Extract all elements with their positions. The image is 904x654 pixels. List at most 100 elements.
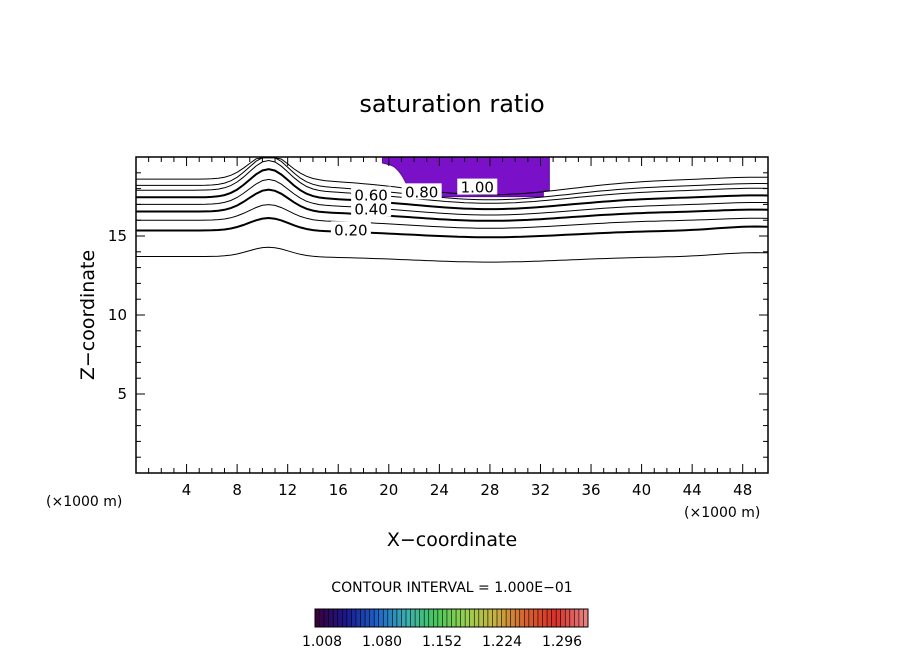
contour-label: 0.20 <box>334 221 367 239</box>
contour-label: 0.60 <box>354 187 387 205</box>
contour-line <box>136 246 769 263</box>
colorbar-stripe <box>510 609 516 627</box>
colorbar-stripe <box>406 609 412 627</box>
colorbar-stripe <box>483 609 489 627</box>
colorbar-stripe <box>369 609 375 627</box>
colorbar-stripe <box>415 609 421 627</box>
colorbar-stripe <box>428 609 434 627</box>
colorbar-ticks: 1.008 1.080 1.152 1.224 1.296 <box>302 634 582 650</box>
colorbar-stripe <box>542 609 548 627</box>
x-unit-left: (×1000 m) <box>46 494 122 510</box>
colorbar-stripe <box>319 609 325 627</box>
contour-line <box>136 216 769 239</box>
colorbar-stripe <box>547 609 553 627</box>
contour-line <box>136 157 769 201</box>
colorbar-stripe <box>460 609 466 627</box>
x-tick-label: 44 <box>683 481 702 499</box>
y-axis-label: Z−coordinate <box>77 250 99 380</box>
colorbar-stripe <box>392 609 398 627</box>
colorbar-stripe <box>365 609 371 627</box>
colorbar-stripe <box>315 609 321 627</box>
colorbar-frame <box>314 608 589 628</box>
colorbar-stripe <box>556 609 562 627</box>
x-tick-label: 36 <box>581 481 600 499</box>
contour-label: 0.80 <box>405 183 438 201</box>
colorbar-stripe <box>351 609 357 627</box>
colorbar-stripe <box>324 609 330 627</box>
colorbar-tick-label: 1.080 <box>362 634 402 650</box>
colorbar-stripe <box>551 609 557 627</box>
contour-line <box>136 157 769 196</box>
colorbar-stripe <box>569 609 575 627</box>
contour-label-bg <box>330 221 371 238</box>
colorbar-tick-label: 1.008 <box>302 634 342 650</box>
x-axis: 4 8 12 16 20 24 28 32 36 40 44 48 <box>148 157 756 499</box>
contour-lines <box>136 157 769 263</box>
x-tick-label: 24 <box>430 481 449 499</box>
contour-line <box>136 204 769 229</box>
colorbar-stripe <box>528 609 534 627</box>
colorbar <box>314 608 589 628</box>
colorbar-stripe <box>446 609 452 627</box>
colorbar-tick-label: 1.296 <box>542 634 582 650</box>
colorbar-stripe <box>387 609 393 627</box>
colorbar-stripe <box>487 609 493 627</box>
x-axis-label: X−coordinate <box>387 529 517 551</box>
y-tick-label: 5 <box>117 385 127 403</box>
contour-label-bg <box>351 186 392 203</box>
colorbar-stripe <box>474 609 480 627</box>
colorbar-stripe <box>433 609 439 627</box>
colorbar-stripe <box>410 609 416 627</box>
x-unit-right: (×1000 m) <box>684 505 760 521</box>
y-axis: 5 10 15 <box>108 172 768 458</box>
contour-line <box>136 168 769 211</box>
chart-title: saturation ratio <box>359 90 544 118</box>
colorbar-stripe <box>478 609 484 627</box>
colorbar-stripe <box>515 609 521 627</box>
colorbar-stripe <box>442 609 448 627</box>
x-tick-label: 16 <box>329 481 348 499</box>
colorbar-stripe <box>401 609 407 627</box>
x-tick-label: 48 <box>733 481 752 499</box>
contour-label-bg <box>351 200 392 217</box>
colorbar-stripe <box>396 609 402 627</box>
y-tick-label: 15 <box>108 227 127 245</box>
colorbar-stripe <box>355 609 361 627</box>
y-tick-label: 10 <box>108 306 127 324</box>
x-tick-label: 4 <box>182 481 192 499</box>
x-tick-label: 12 <box>278 481 297 499</box>
x-tick-label: 40 <box>632 481 651 499</box>
colorbar-stripe <box>578 609 584 627</box>
colorbar-stripe <box>501 609 507 627</box>
colorbar-stripe <box>565 609 571 627</box>
contour-label-bg <box>401 183 442 200</box>
contour-interval-text: CONTOUR INTERVAL = 1.000E−01 <box>331 580 572 596</box>
colorbar-stripe <box>497 609 503 627</box>
contour-line <box>136 159 769 204</box>
colorbar-tick-label: 1.152 <box>422 634 462 650</box>
contour-label-bg <box>457 178 498 195</box>
colorbar-stripe <box>360 609 366 627</box>
colorbar-stripe <box>492 609 498 627</box>
colorbar-stripe <box>437 609 443 627</box>
colorbar-stripe <box>346 609 352 627</box>
colorbar-stripe <box>342 609 348 627</box>
contour-label: 0.40 <box>354 201 387 219</box>
colorbar-stripe <box>328 609 334 627</box>
plot-frame <box>135 156 769 474</box>
colorbar-stripe <box>378 609 384 627</box>
colorbar-stripe <box>419 609 425 627</box>
colorbar-stripe <box>537 609 543 627</box>
colorbar-stripe <box>524 609 530 627</box>
colorbar-stripe <box>469 609 475 627</box>
colorbar-stripe <box>451 609 457 627</box>
colorbar-stripe <box>560 609 566 627</box>
contour-line <box>136 178 769 216</box>
colorbar-stripe <box>456 609 462 627</box>
colorbar-stripe <box>583 609 589 627</box>
colorbar-stripe <box>333 609 339 627</box>
colorbar-tick-label: 1.224 <box>482 634 522 650</box>
x-tick-label: 32 <box>531 481 550 499</box>
colorbar-stripe <box>574 609 580 627</box>
